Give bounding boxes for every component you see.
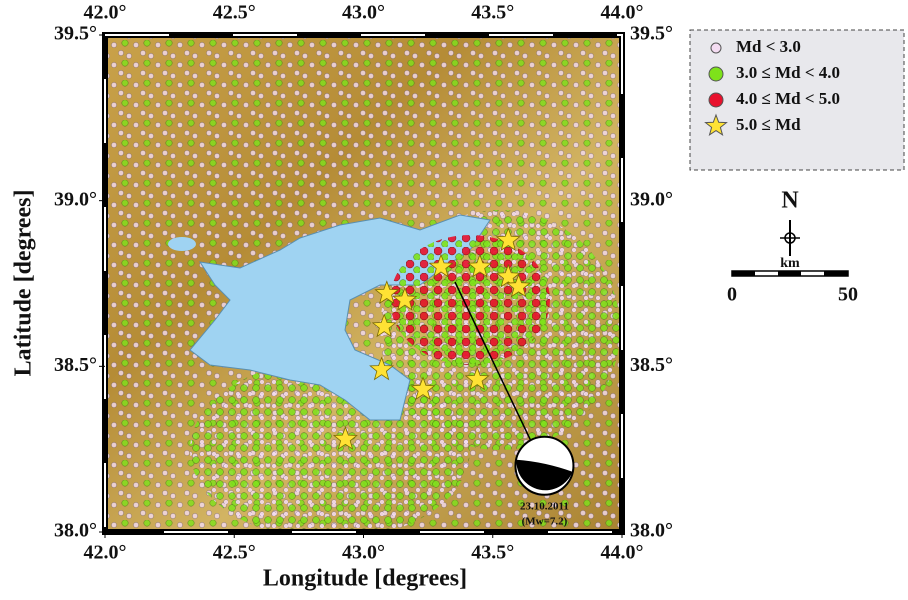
- y-tick-label: 39.0°: [54, 188, 97, 210]
- legend-label: Md < 3.0: [736, 37, 801, 56]
- x-tick-label: 43.0°: [342, 2, 385, 24]
- map-figure: Longitude [degrees] Latitude [degrees] M…: [0, 0, 908, 600]
- north-arrow: [780, 220, 800, 256]
- y-tick-label: 38.0°: [630, 520, 673, 542]
- x-tick-label: 42.5°: [213, 542, 256, 564]
- x-tick-label: 43.5°: [471, 542, 514, 564]
- legend-label: 3.0 ≤ Md < 4.0: [736, 63, 840, 82]
- y-axis-label: Latitude [degrees]: [11, 190, 37, 377]
- x-tick-label: 43.0°: [342, 542, 385, 564]
- x-tick-label: 42.5°: [213, 2, 256, 24]
- x-tick-label: 44.0°: [601, 542, 644, 564]
- scale-unit: km: [780, 256, 800, 271]
- scale-bar: [732, 271, 848, 276]
- legend-marker: [709, 67, 723, 81]
- lake: [168, 237, 196, 251]
- event-magnitude: (Mw=7.2): [522, 515, 568, 527]
- legend-label: 5.0 ≤ Md: [736, 115, 801, 134]
- legend-label: 4.0 ≤ Md < 5.0: [736, 89, 840, 108]
- y-tick-label: 39.5°: [54, 23, 97, 45]
- y-tick-label: 39.0°: [630, 188, 673, 210]
- scale-label: 50: [838, 284, 858, 306]
- event-date: 23.10.2011: [520, 500, 569, 512]
- y-tick-label: 38.5°: [54, 354, 97, 376]
- y-tick-label: 38.5°: [630, 354, 673, 376]
- legend-marker: [709, 93, 723, 107]
- scale-label: 0: [727, 284, 737, 306]
- y-tick-label: 39.5°: [630, 23, 673, 45]
- x-tick-label: 44.0°: [601, 2, 644, 24]
- x-tick-label: 42.0°: [84, 2, 127, 24]
- x-tick-label: 42.0°: [84, 542, 127, 564]
- seismicity: [390, 235, 550, 365]
- x-tick-label: 43.5°: [471, 2, 514, 24]
- north-label: N: [781, 188, 799, 214]
- x-axis-label: Longitude [degrees]: [263, 566, 467, 592]
- y-tick-label: 38.0°: [54, 520, 97, 542]
- focal-mechanism: [515, 437, 573, 495]
- legend-marker: [711, 43, 721, 53]
